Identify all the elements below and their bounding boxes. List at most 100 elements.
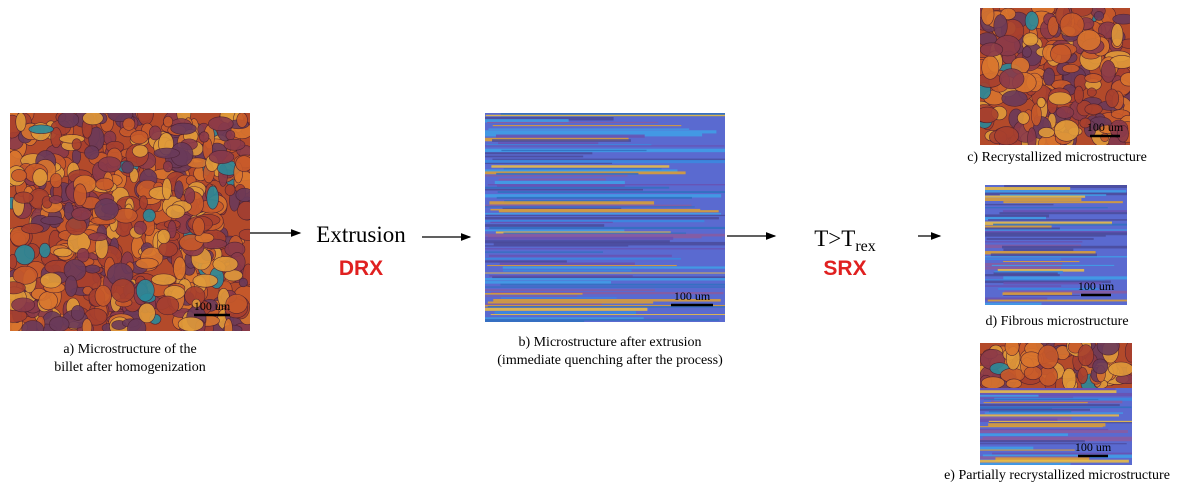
fiber — [469, 245, 628, 246]
grain — [49, 317, 69, 332]
fiber — [482, 175, 628, 176]
grain — [213, 256, 238, 271]
fiber — [481, 189, 643, 191]
fibrous-micrograph — [960, 388, 1167, 466]
grain — [226, 130, 235, 139]
fiber — [501, 297, 617, 298]
fiber — [493, 125, 682, 126]
caption: (immediate quenching after the process) — [497, 353, 723, 368]
grain — [159, 242, 178, 257]
grain — [22, 224, 44, 234]
fiber — [469, 213, 721, 215]
grain — [207, 186, 219, 209]
grain — [151, 274, 176, 285]
scale-bar-label: 100 um — [1078, 279, 1115, 293]
grain — [1074, 86, 1083, 103]
fiber — [967, 285, 1061, 287]
grain — [136, 258, 159, 269]
grain — [982, 56, 999, 80]
grain — [1087, 88, 1096, 97]
fiber — [1003, 295, 1080, 296]
grain — [1120, 73, 1136, 86]
fiber — [468, 187, 669, 189]
fiber — [975, 229, 1132, 230]
fiber — [477, 224, 605, 227]
grain — [994, 15, 1008, 38]
fiber — [974, 187, 1071, 190]
fiber — [500, 262, 635, 265]
grain — [193, 274, 218, 287]
grain — [1025, 11, 1038, 30]
fiber — [486, 144, 651, 145]
grain — [224, 139, 245, 150]
fiber — [971, 196, 1085, 198]
fiber — [482, 248, 730, 249]
fiber — [987, 238, 1094, 240]
grain — [14, 192, 33, 203]
fiber — [489, 227, 732, 229]
grain — [134, 221, 146, 234]
grain-micrograph — [973, 335, 1137, 394]
fiber — [1003, 210, 1155, 212]
fiber — [480, 217, 719, 219]
grain — [173, 257, 185, 280]
grain — [71, 305, 84, 320]
fiber — [503, 266, 748, 268]
fiber — [993, 224, 1151, 226]
grain — [157, 229, 170, 243]
fiber — [488, 302, 653, 304]
fiber — [971, 433, 1068, 436]
grain — [1006, 379, 1021, 388]
fiber — [978, 426, 1103, 427]
grain — [95, 285, 111, 306]
grain — [156, 296, 178, 315]
condition-subscript: rex — [855, 238, 875, 255]
fiber — [501, 150, 646, 151]
grain — [1085, 74, 1102, 83]
fiber — [467, 205, 692, 207]
grain — [132, 145, 148, 157]
grain — [1023, 33, 1038, 46]
grain — [123, 118, 135, 130]
fiber — [468, 321, 585, 324]
grain — [225, 184, 235, 195]
grain — [1, 282, 25, 294]
grain — [1037, 97, 1045, 107]
grain — [1054, 120, 1079, 142]
grain — [72, 208, 92, 221]
fiber — [964, 463, 1071, 465]
fiber — [477, 281, 611, 284]
diagram: Extrusion DRX T>Trex SRX a) Microstructu… — [0, 0, 1196, 487]
fiber — [980, 256, 1149, 257]
grain — [130, 131, 148, 144]
fiber — [974, 404, 1120, 406]
grain — [88, 233, 107, 241]
grain — [236, 156, 253, 172]
grain — [1094, 11, 1104, 20]
grain — [1038, 345, 1058, 369]
grain — [980, 43, 1003, 57]
caption: billet after homogenization — [54, 360, 206, 375]
fiber — [985, 412, 1123, 413]
grain — [72, 139, 81, 150]
grain — [224, 319, 232, 340]
fiber — [981, 204, 1053, 205]
fiber — [496, 173, 638, 175]
fiber — [970, 198, 1081, 201]
grain — [1028, 128, 1037, 150]
page: {"panels": [ {"caption": ["a) Microstruc… — [0, 0, 1196, 487]
fiber — [985, 241, 1083, 242]
grain — [58, 112, 79, 128]
grain — [65, 276, 77, 297]
fiber — [961, 449, 1075, 450]
grain — [54, 248, 72, 257]
fiber — [487, 265, 677, 266]
fiber — [989, 421, 1144, 422]
caption: e) Partially recrystallized microstructu… — [944, 468, 1170, 483]
grain — [64, 259, 86, 280]
grain — [1093, 359, 1108, 374]
fiber — [483, 308, 647, 311]
fiber — [984, 399, 1098, 400]
grain — [1101, 133, 1109, 141]
grain — [239, 229, 257, 240]
